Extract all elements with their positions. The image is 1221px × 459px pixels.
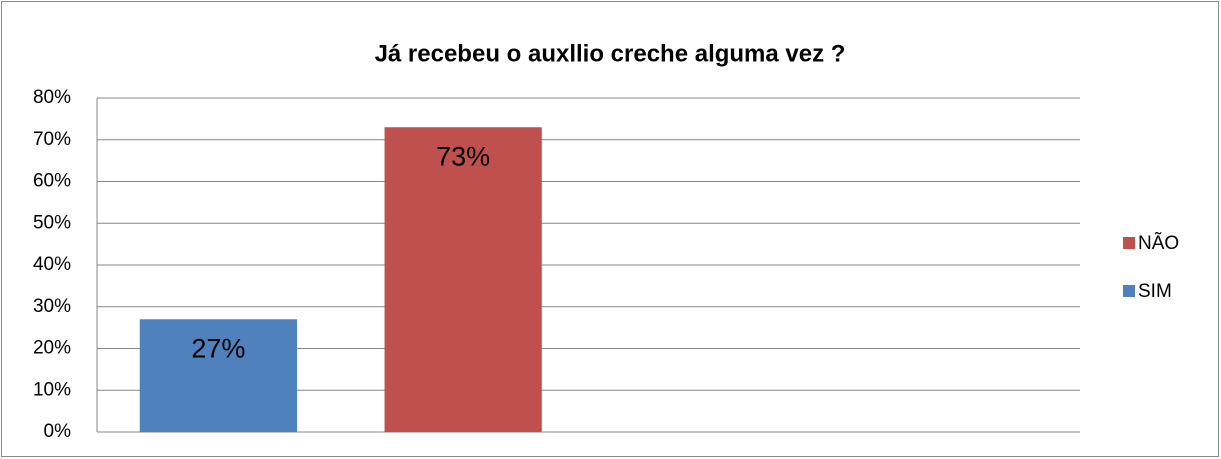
y-tick-label: 0% bbox=[44, 421, 72, 442]
bar bbox=[139, 319, 298, 432]
y-tick-label: 70% bbox=[33, 129, 71, 150]
y-tick-label: 20% bbox=[33, 338, 71, 359]
y-tick-label: 30% bbox=[33, 296, 71, 317]
y-tick-label: 40% bbox=[33, 254, 71, 275]
y-tick-label: 80% bbox=[33, 87, 71, 108]
bar bbox=[384, 127, 542, 432]
y-tick-label: 50% bbox=[33, 212, 71, 233]
legend-label: NÃO bbox=[1138, 232, 1179, 254]
data-label: 73% bbox=[436, 141, 490, 171]
chart-title: Já recebeu o auxllio creche alguma vez ? bbox=[375, 40, 846, 67]
data-label: 27% bbox=[191, 333, 245, 363]
y-tick-label: 10% bbox=[33, 379, 71, 400]
y-tick-label: 60% bbox=[33, 171, 71, 192]
legend-swatch bbox=[1123, 285, 1135, 297]
legend-swatch bbox=[1123, 237, 1135, 249]
legend-label: SIM bbox=[1138, 281, 1172, 302]
